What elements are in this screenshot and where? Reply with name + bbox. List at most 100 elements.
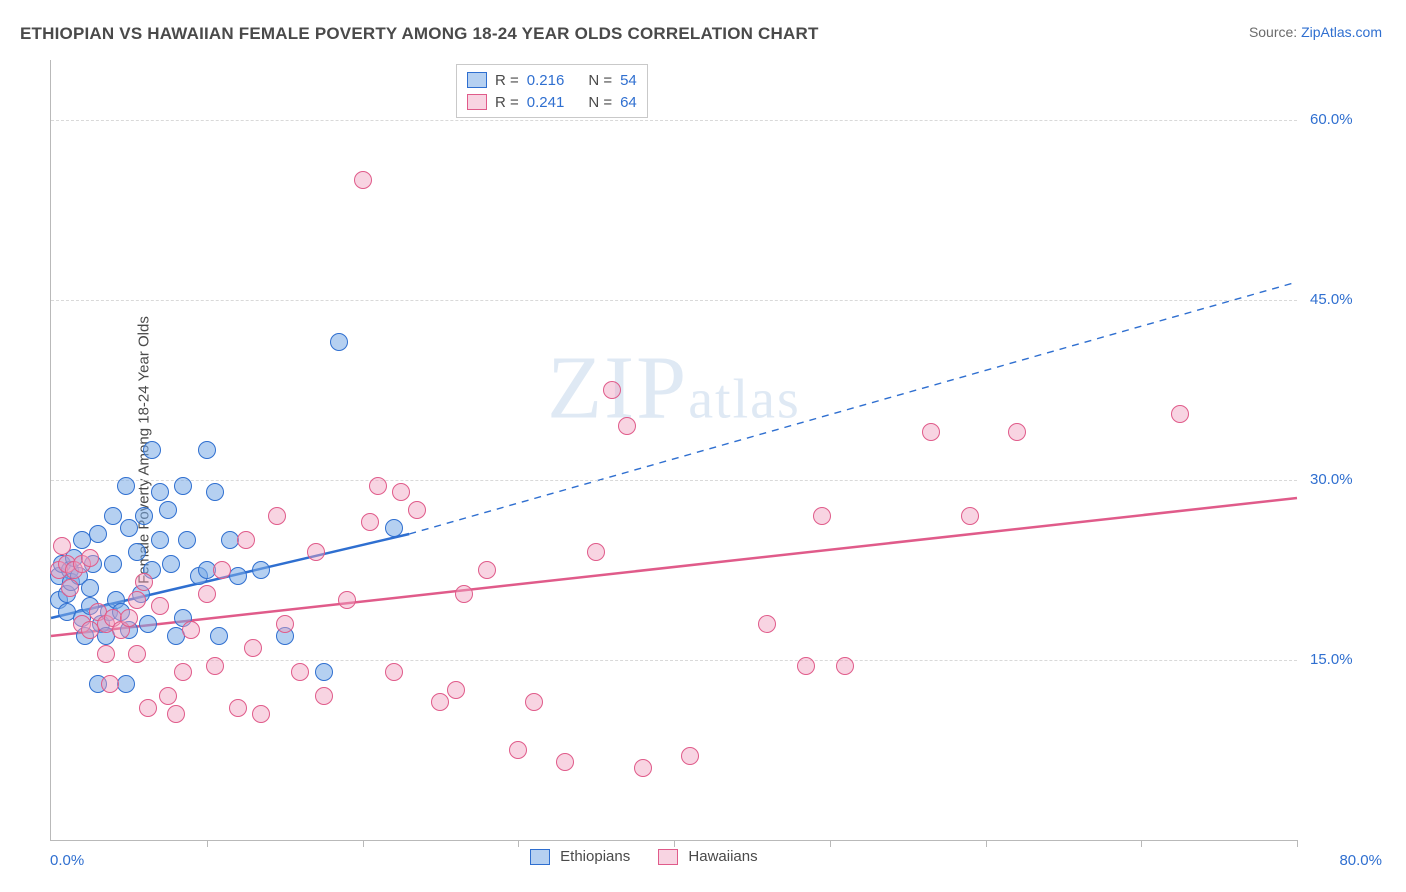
- data-point: [159, 501, 177, 519]
- legend-item-ethiopians: Ethiopians: [530, 848, 630, 865]
- data-point: [162, 555, 180, 573]
- data-point: [167, 705, 185, 723]
- data-point: [408, 501, 426, 519]
- data-point: [174, 477, 192, 495]
- legend-item-hawaiians: Hawaiians: [658, 848, 757, 865]
- data-point: [385, 519, 403, 537]
- data-point: [101, 675, 119, 693]
- x-tick: [363, 840, 364, 847]
- data-point: [961, 507, 979, 525]
- x-axis-max-label: 80.0%: [1339, 852, 1382, 869]
- x-tick: [518, 840, 519, 847]
- data-point: [210, 627, 228, 645]
- data-point: [525, 693, 543, 711]
- trendline-ethiopians-extrapolated: [409, 282, 1297, 534]
- data-point: [174, 663, 192, 681]
- data-point: [338, 591, 356, 609]
- data-point: [813, 507, 831, 525]
- data-point: [104, 507, 122, 525]
- x-axis-min-label: 0.0%: [50, 852, 84, 869]
- data-point: [53, 537, 71, 555]
- y-tick-label: 60.0%: [1310, 111, 1406, 128]
- data-point: [556, 753, 574, 771]
- data-point: [634, 759, 652, 777]
- data-point: [478, 561, 496, 579]
- data-point: [151, 531, 169, 549]
- data-point: [618, 417, 636, 435]
- swatch-ethiopians-icon: [530, 849, 550, 865]
- x-tick: [1297, 840, 1298, 847]
- data-point: [135, 507, 153, 525]
- data-point: [681, 747, 699, 765]
- data-point: [922, 423, 940, 441]
- plot-area: ZIPatlas R = 0.216 N = 54 R = 0.241 N = …: [50, 60, 1297, 841]
- data-point: [61, 579, 79, 597]
- data-point: [151, 483, 169, 501]
- y-tick-label: 15.0%: [1310, 651, 1406, 668]
- data-point: [143, 441, 161, 459]
- gridline: [51, 660, 1297, 661]
- data-point: [361, 513, 379, 531]
- x-tick: [1141, 840, 1142, 847]
- data-point: [603, 381, 621, 399]
- data-point: [120, 519, 138, 537]
- data-point: [128, 645, 146, 663]
- data-point: [104, 555, 122, 573]
- x-tick: [986, 840, 987, 847]
- source-link[interactable]: ZipAtlas.com: [1301, 24, 1382, 40]
- data-point: [276, 615, 294, 633]
- y-tick-label: 30.0%: [1310, 471, 1406, 488]
- data-point: [509, 741, 527, 759]
- data-point: [237, 531, 255, 549]
- data-point: [252, 561, 270, 579]
- data-point: [117, 477, 135, 495]
- gridline: [51, 120, 1297, 121]
- chart-container: ETHIOPIAN VS HAWAIIAN FEMALE POVERTY AMO…: [0, 0, 1406, 892]
- data-point: [135, 573, 153, 591]
- data-point: [159, 687, 177, 705]
- data-point: [307, 543, 325, 561]
- data-point: [117, 675, 135, 693]
- chart-title: ETHIOPIAN VS HAWAIIAN FEMALE POVERTY AMO…: [20, 24, 819, 44]
- data-point: [139, 699, 157, 717]
- data-point: [89, 525, 107, 543]
- source-label: Source:: [1249, 24, 1297, 40]
- data-point: [330, 333, 348, 351]
- series-legend: Ethiopians Hawaiians: [530, 848, 758, 865]
- data-point: [97, 645, 115, 663]
- data-point: [291, 663, 309, 681]
- data-point: [229, 699, 247, 717]
- data-point: [836, 657, 854, 675]
- data-point: [1171, 405, 1189, 423]
- data-point: [81, 549, 99, 567]
- data-point: [178, 531, 196, 549]
- data-point: [206, 483, 224, 501]
- data-point: [354, 171, 372, 189]
- data-point: [268, 507, 286, 525]
- data-point: [369, 477, 387, 495]
- data-point: [81, 579, 99, 597]
- gridline: [51, 480, 1297, 481]
- data-point: [244, 639, 262, 657]
- data-point: [447, 681, 465, 699]
- x-tick: [207, 840, 208, 847]
- gridline: [51, 300, 1297, 301]
- data-point: [392, 483, 410, 501]
- data-point: [198, 441, 216, 459]
- data-point: [139, 615, 157, 633]
- data-point: [229, 567, 247, 585]
- data-point: [198, 585, 216, 603]
- data-point: [206, 657, 224, 675]
- data-point: [128, 591, 146, 609]
- data-point: [385, 663, 403, 681]
- trend-lines: [51, 60, 1297, 840]
- data-point: [128, 543, 146, 561]
- data-point: [758, 615, 776, 633]
- data-point: [213, 561, 231, 579]
- x-tick: [674, 840, 675, 847]
- data-point: [120, 609, 138, 627]
- y-tick-label: 45.0%: [1310, 291, 1406, 308]
- data-point: [797, 657, 815, 675]
- data-point: [315, 687, 333, 705]
- source-attribution: Source: ZipAtlas.com: [1249, 24, 1382, 40]
